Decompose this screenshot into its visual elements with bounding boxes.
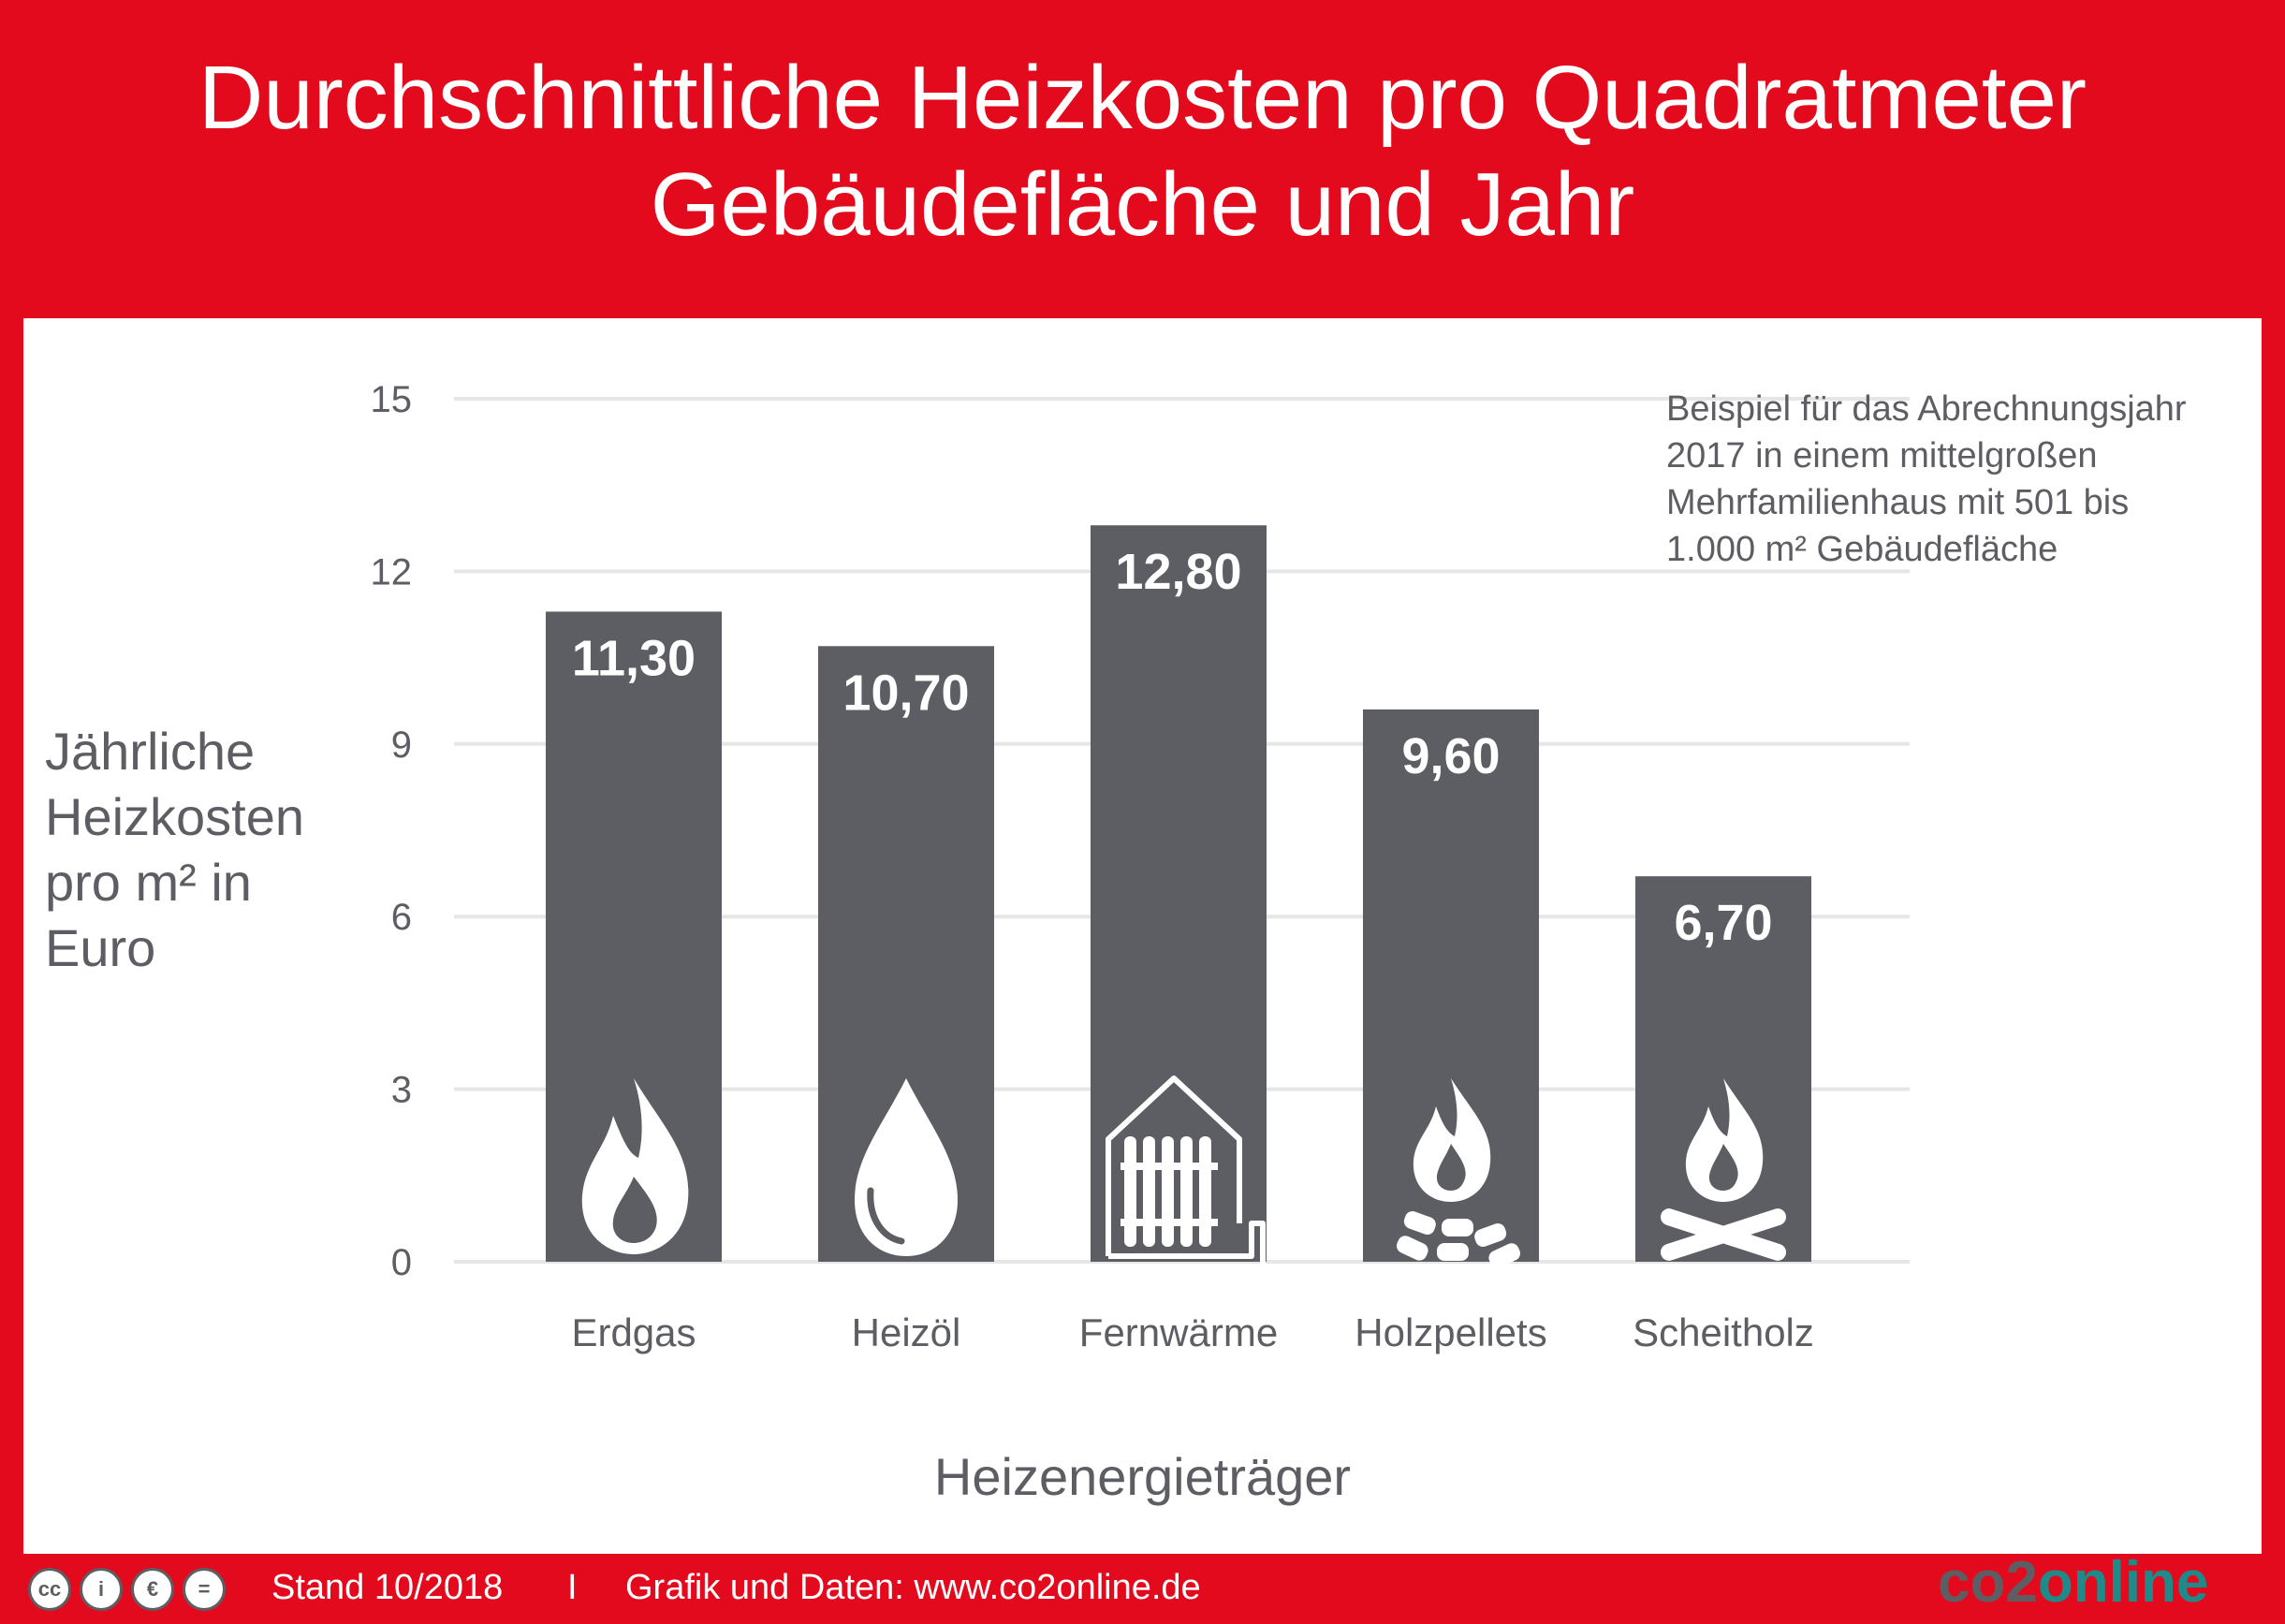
note-line-2: 2017 in einem mittelgroßen xyxy=(1666,436,2098,475)
pellets-fire-icon xyxy=(1396,1078,1521,1268)
noncommercial-icon: € xyxy=(131,1568,174,1611)
co2online-logo: co2online xyxy=(1938,1549,2208,1616)
y-tick-label: 9 xyxy=(391,724,412,766)
note-line-4: 1.000 m² Gebäudefläche xyxy=(1666,530,2058,569)
footer-separator: I xyxy=(567,1568,578,1607)
y-tick-label: 3 xyxy=(391,1070,412,1111)
attribution-icon: i xyxy=(80,1568,123,1611)
bar-value-label: 12,80 xyxy=(1115,544,1241,600)
title-line-1: Durchschnittliche Heizkosten pro Quadrat… xyxy=(198,48,2087,148)
x-tick-label: Heizöl xyxy=(852,1310,961,1354)
chart-title: Durchschnittliche Heizkosten pro Quadrat… xyxy=(0,45,2285,258)
campfire-icon xyxy=(1660,1078,1787,1261)
x-tick-label: Fernwärme xyxy=(1079,1310,1278,1354)
flame-icon xyxy=(581,1078,689,1254)
bar xyxy=(546,611,722,1262)
note-line-3: Mehrfamilienhaus mit 501 bis xyxy=(1666,483,2130,522)
y-tick-label: 0 xyxy=(391,1242,412,1283)
chart-note: Beispiel für das Abrechnungsjahr 2017 in… xyxy=(1666,386,2187,573)
y-axis-label-line-2: Heizkosten xyxy=(45,787,305,846)
droplet-icon xyxy=(855,1078,958,1256)
logo-prefix: co2 xyxy=(1938,1550,2038,1615)
x-tick-label: Erdgas xyxy=(571,1310,696,1354)
footer-credit: Grafik und Daten: www.co2online.de xyxy=(625,1568,1201,1607)
bar-value-label: 11,30 xyxy=(572,630,696,686)
y-axis-label: Jährliche Heizkosten pro m² in Euro xyxy=(45,719,304,981)
stand-date: Stand 10/2018 xyxy=(271,1568,504,1607)
bar-value-label: 6,70 xyxy=(1674,895,1772,951)
x-tick-label: Scheitholz xyxy=(1633,1310,1814,1354)
y-tick-label: 12 xyxy=(371,551,413,593)
x-tick-label: Holzpellets xyxy=(1355,1310,1546,1354)
y-tick-label: 15 xyxy=(371,379,413,420)
noderivatives-icon: = xyxy=(183,1568,226,1611)
y-axis-label-line-1: Jährliche xyxy=(45,722,256,781)
x-axis-label: Heizenergieträger xyxy=(933,1447,1352,1506)
radiator-house-icon xyxy=(1106,1075,1266,1275)
title-line-2: Gebäudefläche und Jahr xyxy=(650,154,1635,255)
bar-value-label: 10,70 xyxy=(842,665,969,721)
bar-value-label: 9,60 xyxy=(1401,728,1500,784)
y-axis-label-line-4: Euro xyxy=(45,918,156,977)
note-line-1: Beispiel für das Abrechnungsjahr xyxy=(1666,389,2187,429)
logo-suffix: online xyxy=(2037,1550,2209,1615)
cc-icon: cc xyxy=(28,1568,71,1611)
y-tick-label: 6 xyxy=(391,897,412,938)
y-axis-label-line-3: pro m² in xyxy=(45,853,252,912)
